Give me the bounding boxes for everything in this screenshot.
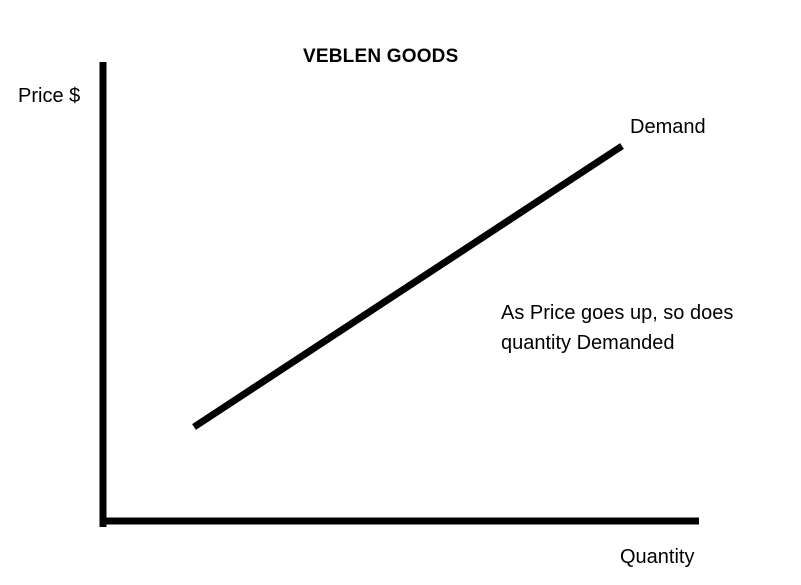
demand-curve-label: Demand (630, 116, 706, 138)
annotation-text: As Price goes up, so does quantity Deman… (501, 298, 771, 358)
demand-curve (192, 143, 624, 430)
diagram-title: VEBLEN GOODS (303, 46, 459, 67)
annotation-line-2: quantity Demanded (501, 332, 675, 354)
x-axis-label: Quantity (620, 546, 695, 568)
annotation-line-1: As Price goes up, so does (501, 302, 734, 324)
y-axis-label: Price $ (18, 85, 81, 107)
